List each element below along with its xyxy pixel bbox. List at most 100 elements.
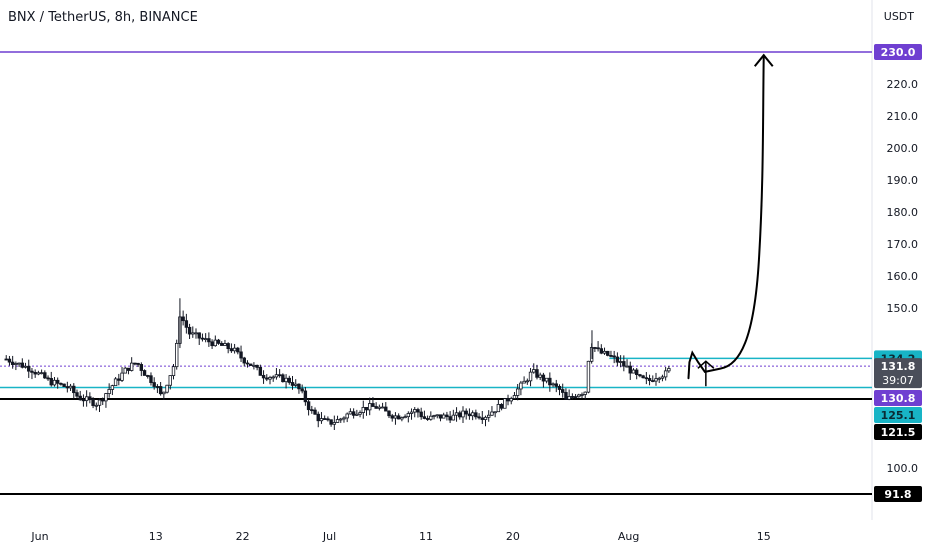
candle-body — [175, 342, 179, 368]
candle-body — [207, 338, 211, 343]
candle-body — [618, 361, 623, 363]
candle-body — [203, 338, 208, 341]
candle-body — [535, 369, 539, 378]
candle-body — [548, 377, 552, 386]
y-tick-label: 190.0 — [887, 174, 919, 187]
candle-body — [75, 392, 79, 397]
candle-body — [371, 403, 375, 407]
candle-body — [27, 365, 31, 372]
candle-body — [525, 380, 530, 383]
candle-body — [368, 403, 372, 411]
candle-body — [631, 369, 636, 374]
candle-body — [290, 382, 295, 386]
candle-body — [322, 418, 327, 420]
candle-body — [390, 415, 394, 419]
candle-body — [316, 413, 320, 422]
candle-body — [23, 365, 28, 368]
candle-body — [72, 385, 76, 394]
candle-body — [261, 374, 266, 379]
candle-body — [641, 375, 645, 379]
candle-body — [242, 357, 246, 364]
candle-body — [625, 365, 629, 368]
candle-body — [551, 383, 555, 386]
candle-body — [300, 388, 304, 392]
candle-body — [512, 395, 517, 399]
candle-body — [660, 376, 665, 379]
candle-body — [483, 416, 488, 420]
candle-body — [168, 375, 172, 386]
candle-body — [268, 377, 272, 380]
candle-body — [393, 415, 398, 419]
candle-body — [165, 384, 169, 393]
candle-body — [445, 414, 449, 418]
candle-body — [319, 418, 324, 422]
symbol-title: BNX / TetherUS, 8h, BINANCE — [8, 10, 198, 25]
candle-body — [313, 409, 317, 415]
candle-body — [361, 407, 365, 413]
last-price-tag-bg[interactable] — [874, 358, 922, 389]
candle-body — [377, 406, 382, 409]
candle-body — [142, 370, 147, 376]
candle-body — [609, 355, 613, 357]
x-tick-label: Aug — [618, 530, 639, 543]
candle-body — [294, 383, 298, 386]
candle-body — [651, 380, 655, 382]
candle-body — [239, 351, 243, 359]
y-tick-label: 100.0 — [887, 462, 919, 475]
x-tick-label: 11 — [419, 530, 433, 543]
candle-body — [628, 365, 632, 374]
x-tick-label: Jun — [30, 530, 48, 543]
candle-body — [171, 366, 176, 377]
price-tag-130-8-bg[interactable] — [874, 390, 922, 407]
candle-body — [528, 371, 533, 382]
candle-body — [162, 391, 166, 395]
candle-body — [17, 362, 21, 365]
candle-body — [62, 383, 66, 387]
candle-body — [184, 320, 189, 328]
candle-body — [258, 367, 263, 376]
candle-body — [335, 419, 340, 423]
candle-body — [454, 412, 459, 416]
candle-body — [20, 362, 25, 368]
last-price-label: 131.8 — [881, 360, 916, 373]
candle-body — [49, 378, 53, 386]
candle-body — [638, 374, 642, 377]
candle-body — [586, 360, 591, 393]
small-arrow-up-icon — [697, 360, 715, 369]
candle-body — [493, 411, 497, 414]
candle-body — [506, 398, 510, 402]
candle-body — [65, 386, 70, 389]
candle-body — [615, 356, 620, 363]
candle-body — [94, 404, 98, 407]
candle-body — [252, 364, 256, 367]
y-tick-label: 160.0 — [887, 270, 919, 283]
candle-body — [380, 406, 385, 409]
candle-body — [480, 417, 484, 420]
candle-body — [223, 343, 227, 346]
price-tag-121-5-bg[interactable] — [874, 424, 922, 441]
candle-body — [467, 413, 472, 417]
candle-body — [110, 385, 115, 390]
candle-body — [329, 419, 333, 425]
candle-body — [332, 422, 337, 425]
price-tag-125-1-bg[interactable] — [874, 407, 922, 424]
candle-body — [229, 348, 234, 352]
candle-body — [419, 411, 423, 418]
candle-body — [593, 347, 597, 349]
candle-body — [657, 377, 661, 380]
candle-body — [351, 411, 356, 416]
candle-body — [644, 377, 649, 380]
price-tag-230-bg[interactable] — [874, 44, 922, 60]
candle-body — [432, 415, 436, 417]
price-tag-91-8-bg[interactable] — [874, 486, 922, 502]
candle-body — [406, 413, 411, 418]
candle-body — [663, 370, 668, 378]
candle-body — [245, 362, 250, 365]
candle-body — [599, 348, 604, 354]
candle-body — [107, 389, 111, 394]
candle-body — [120, 372, 124, 381]
candle-body — [297, 383, 301, 390]
x-tick-label: 15 — [757, 530, 771, 543]
